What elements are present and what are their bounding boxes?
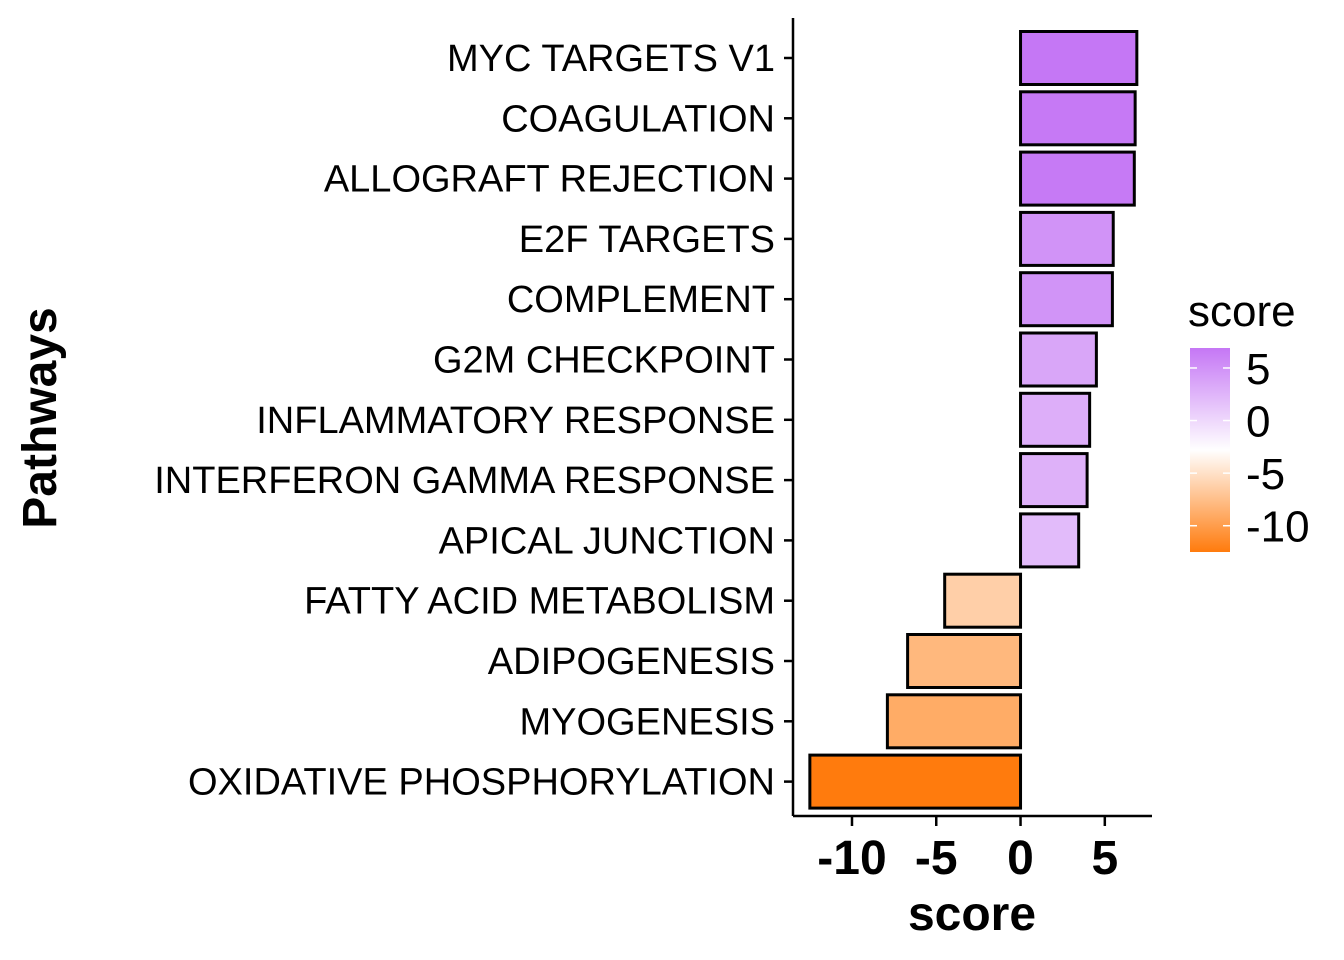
legend-tick-label: 5 xyxy=(1246,345,1270,394)
x-tick-label: -10 xyxy=(817,832,886,885)
legend: score 50-5-10 xyxy=(1188,287,1310,552)
y-axis: MYC TARGETS V1 COAGULATION ALLOGRAFT REJEC… xyxy=(154,18,795,816)
y-tick-label: ADIPOGENESIS xyxy=(488,641,775,683)
legend-ticks: 50-5-10 xyxy=(1190,345,1310,552)
bar xyxy=(1019,271,1114,328)
bar xyxy=(1019,30,1139,86)
legend-tick-label: 0 xyxy=(1246,398,1270,447)
legend-tick-label: -10 xyxy=(1246,503,1310,552)
y-tick-label: OXIDATIVE PHOSPHORYLATION xyxy=(188,762,775,804)
bar xyxy=(808,753,1023,810)
bar xyxy=(906,633,1023,689)
y-tick-label: MYOGENESIS xyxy=(520,701,776,743)
y-tick-label: FATTY ACID METABOLISM xyxy=(304,581,775,623)
y-tick-label: G2M CHECKPOINT xyxy=(433,340,775,382)
legend-tick-label: -5 xyxy=(1246,450,1285,499)
x-tick-label: 0 xyxy=(1007,832,1034,885)
x-tick-label: -5 xyxy=(915,832,958,885)
bar xyxy=(885,693,1023,750)
x-axis: -10 -5 0 5 xyxy=(793,814,1152,885)
bar xyxy=(1019,210,1115,267)
y-tick-label: MYC TARGETS V1 xyxy=(447,38,775,80)
x-axis-title: score xyxy=(908,888,1036,941)
legend-title: score xyxy=(1188,287,1296,336)
y-tick-label: APICAL JUNCTION xyxy=(439,520,775,562)
legend-colorbar xyxy=(1190,348,1230,552)
y-axis-title: Pathways xyxy=(14,307,67,528)
bar xyxy=(943,572,1023,629)
y-tick-label: E2F TARGETS xyxy=(519,219,775,261)
bar xyxy=(1019,90,1137,147)
bar xyxy=(1019,452,1089,509)
bar xyxy=(1019,150,1136,207)
y-tick-label: ALLOGRAFT REJECTION xyxy=(324,159,775,201)
bar xyxy=(1019,391,1092,448)
x-tick-label: 5 xyxy=(1091,832,1118,885)
y-tick-label: COMPLEMENT xyxy=(507,279,775,321)
bar xyxy=(1019,331,1098,388)
bars xyxy=(808,30,1139,810)
bar xyxy=(1019,512,1081,569)
y-tick-label: INTERFERON GAMMA RESPONSE xyxy=(154,460,775,502)
y-tick-label: COAGULATION xyxy=(501,98,775,140)
y-tick-label: INFLAMMATORY RESPONSE xyxy=(256,400,775,442)
